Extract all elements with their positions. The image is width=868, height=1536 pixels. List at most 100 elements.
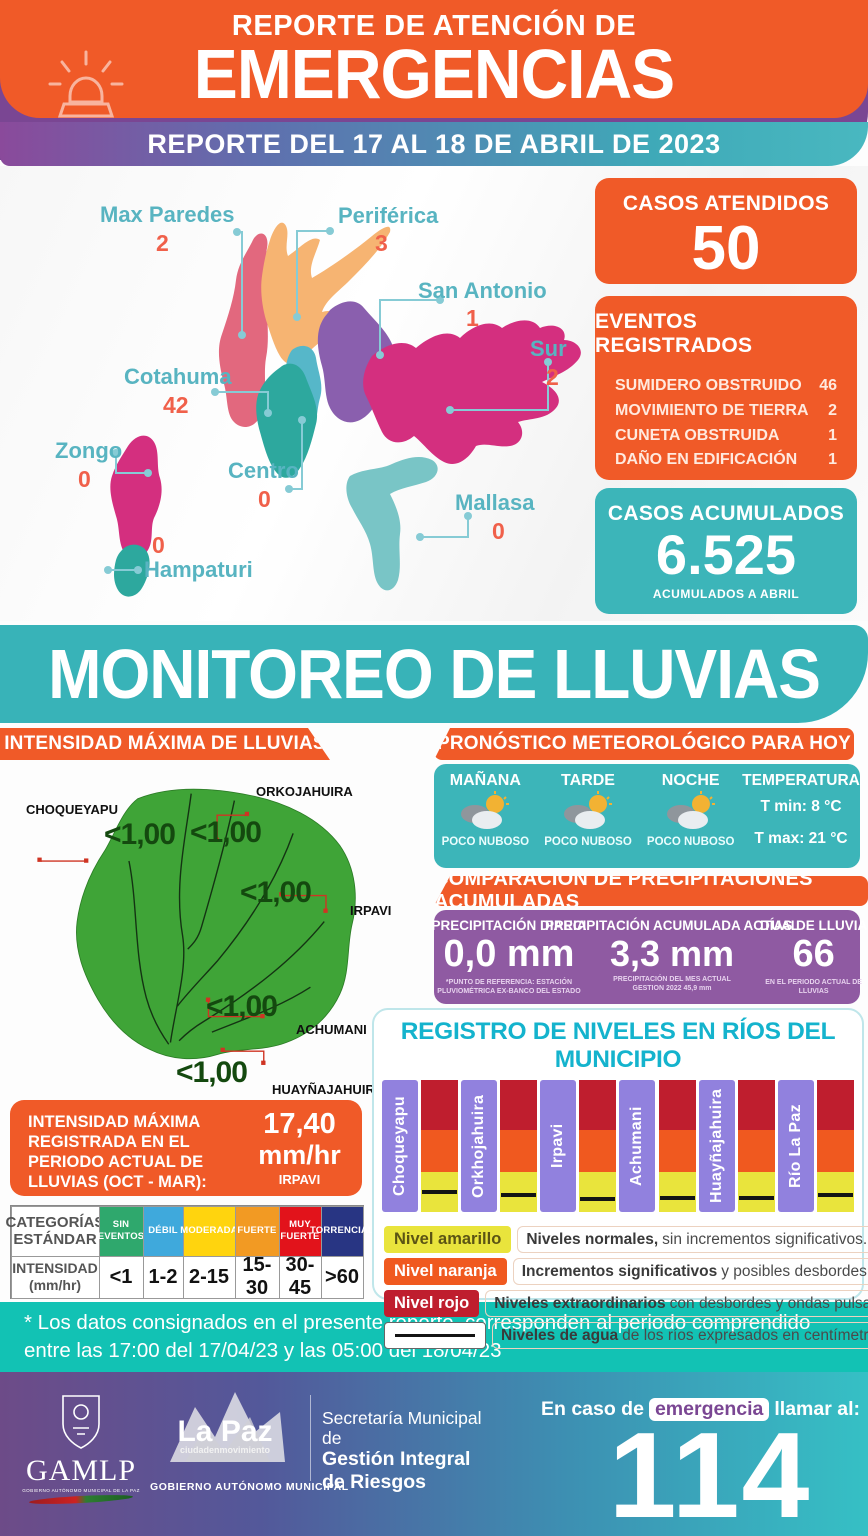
red-level-swatch: Nivel rojo [384,1290,480,1317]
forecast-condition: POCO NUBOSO [544,836,632,848]
cat-col-moderada: MODERADA [180,1205,238,1257]
report-date-bar: REPORTE DEL 17 AL 18 DE ABRIL DE 2023 [0,122,868,166]
river-label: Achumani [619,1080,656,1212]
legend-bold-text: Niveles de agua [501,1326,619,1344]
footer-divider [310,1395,311,1481]
yellow-level-segment [737,1172,775,1212]
yellow-level-segment [658,1172,696,1212]
district-count-sur: 2 [546,364,559,390]
cat-col-torrencial: TORRENCIAL [310,1205,374,1257]
basin-value-achumani: <1,00 [206,990,278,1023]
district-label-zongo: Zongo [55,438,123,463]
legend-rest-text: y posibles desbordes. [721,1262,868,1280]
precip-rain-days: DÍAS DE LLUVIA 66 EN EL PERIODO ACTUAL D… [760,910,867,1004]
district-count-periferica: 3 [375,230,388,256]
evento-row: CUNETA OBSTRUIDA 1 [615,424,837,449]
legend-row-line: Niveles de agua de los ríos expresados e… [384,1322,868,1349]
basin-name-huaynajahuira: HUAYÑAJAHUIRA [272,1082,385,1097]
lapaz-caption: GOBIERNO AUTÓNOMO MUNICIPAL [150,1481,349,1493]
max-intensity-unit: mm/hr [258,1139,341,1170]
red-level-segment [658,1080,696,1131]
cat-intensity-line2: (mm/hr) [28,1277,82,1293]
cat-range: 1-2 [142,1255,184,1299]
evento-row: SUMIDERO OBSTRUIDO 46 [615,374,837,399]
precipitaciones-header: COMPARACIÓN DE PRECIPITACIONES ACUMULADA… [434,876,868,906]
rain-categories-table: CATEGORÍAS ESTÁNDAR SIN EVENTOS DÉBIL MO… [6,1205,374,1299]
evento-label: MOVIMIENTO DE TIERRA [615,401,809,419]
district-label-cotahuma: Cotahuma [124,364,232,389]
partly-cloudy-icon [666,791,715,829]
report-title-line2: EMERGENCIAS [193,35,675,114]
basin-value-irpavi: <1,00 [240,876,312,909]
precip-daily: PRECIPITACIÓN DIARIA 0,0 mm *PUNTO DE RE… [431,910,587,1004]
orange-level-swatch: Nivel naranja [384,1258,507,1285]
emergency-suffix: llamar al: [774,1398,860,1420]
evento-label: SUMIDERO OBSTRUIDO [615,377,802,394]
legend-bold-text: Niveles normales, [526,1230,659,1248]
water-level-line [501,1193,537,1198]
cat-col-debil: DÉBIL [142,1205,184,1257]
district-count-mallasa: 0 [492,518,505,544]
cat-col-label: MUY FUERTE [280,1219,320,1242]
casos-atendidos-title: CASOS ATENDIDOS [622,192,830,215]
river-label: Choqueyapu [382,1080,418,1212]
casos-atendidos-value: 50 [691,214,761,283]
basin-value-huaynajahuira: <1,00 [176,1056,248,1089]
secretaria-line1: Secretaría Municipal de [322,1408,482,1449]
district-count-hampaturi: 0 [152,532,165,558]
legend-row-red: Nivel rojo Niveles extraordinarios con d… [384,1290,868,1317]
cat-range: <1 [98,1255,144,1299]
orange-level-segment [658,1130,696,1173]
precip-label: DÍAS DE LLUVIA [760,918,868,933]
precip-note: *PUNTO DE REFERENCIA: ESTACIÓN PLUVIOMÉT… [437,978,581,995]
basin-value-orkojahuira: <1,00 [190,816,262,849]
red-level-segment [816,1080,854,1131]
evento-value: 2 [828,401,837,419]
precipitation-card: PRECIPITACIÓN DIARIA 0,0 mm *PUNTO DE RE… [431,910,867,1004]
eventos-list: SUMIDERO OBSTRUIDO 46 MOVIMIENTO DE TIER… [595,358,857,473]
legend-row-orange: Nivel naranja Incrementos significativos… [384,1258,868,1285]
river-levels-chart: Choqueyapu Orkhojahuira Irpavi A [382,1080,854,1212]
evento-row: MOVIMIENTO DE TIERRA 2 [615,399,837,424]
max-intensity-label: INTENSIDAD MÁXIMA REGISTRADA EN EL PERIO… [28,1113,207,1192]
emergency-highlight: emergencia [648,1398,770,1421]
legend-description: Niveles normales, sin incrementos signif… [517,1226,868,1253]
precip-label: PRECIPITACIÓN DIARIA [431,918,587,933]
legend-row-yellow: Nivel amarillo Niveles normales, sin inc… [384,1226,868,1253]
forecast-period-label: TARDE [561,772,615,789]
water-level-line [422,1189,458,1194]
legend-description: Niveles extraordinarios con desbordes y … [485,1290,868,1317]
red-level-segment [737,1080,775,1131]
district-label-hampaturi: Hampaturi [144,557,253,582]
river-levels-title: REGISTRO DE NIVELES EN RÍOS DEL MUNICIPI… [400,1018,836,1073]
eventos-title: EVENTOS REGISTRADOS [595,310,753,357]
river-levels-legend: Nivel amarillo Niveles normales, sin inc… [382,1226,868,1349]
cat-intensity-cell: INTENSIDAD (mm/hr) [10,1255,100,1299]
pronostico-header: PRONÓSTICO METEOROLÓGICO PARA HOY [434,728,854,760]
orange-level-segment [500,1130,538,1173]
lapaz-logo: La Paz ciudadenmovimiento GOBIERNO AUTÓN… [150,1382,349,1512]
legend-rest-text: con desbordes y ondas pulsantes. [669,1294,868,1312]
emergency-number: 114 [608,1407,812,1536]
river-column [500,1080,538,1212]
legend-rest-text: de los ríos expresados en centímetros. [622,1326,868,1344]
gamlp-crest-icon [62,1395,100,1449]
district-label-mallasa: Mallasa [455,490,535,515]
cat-header-cell: CATEGORÍAS ESTÁNDAR [6,1205,104,1257]
legend-rest-text: sin incrementos significativos. [662,1230,868,1248]
evento-value: 1 [828,451,837,469]
precip-label: PRECIPITACIÓN ACUMULADA ACTUAL [545,918,799,933]
precip-value: 66 [792,933,835,975]
report-date: REPORTE DEL 17 AL 18 DE ABRIL DE 2023 [147,128,721,159]
precipitaciones-header-label: COMPARACIÓN DE PRECIPITACIONES ACUMULADA… [434,868,813,913]
orange-level-segment [737,1130,775,1173]
partly-cloudy-icon [564,791,612,829]
district-label-sur: Sur [530,336,567,361]
report-header: REPORTE DE ATENCIÓN DE EMERGENCIAS [0,0,868,118]
cat-col-label: FUERTE [237,1225,277,1237]
water-level-line [817,1193,853,1198]
max-intensity-reading: 17,40 mm/hr IRPAVI [237,1100,362,1196]
district-count-cotahuma: 42 [163,392,189,418]
monitoreo-title: MONITOREO DE LLUVIAS [48,635,821,713]
partly-cloudy-icon [461,791,510,829]
